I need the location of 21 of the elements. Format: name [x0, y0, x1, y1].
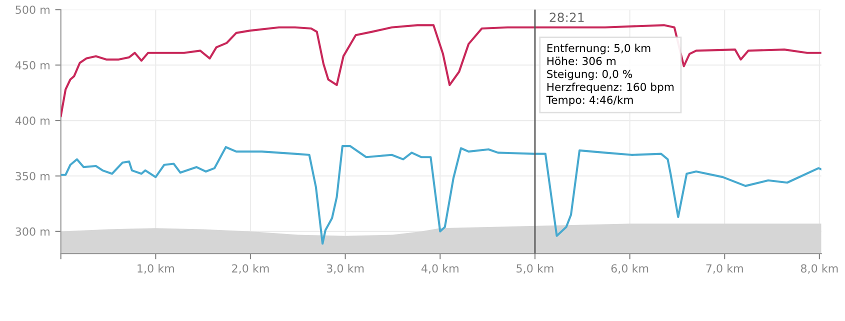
annotation: Steigung: 0,0 % — [547, 70, 632, 80]
x-tick-label: 7,0 km — [706, 264, 743, 274]
annotation: Herzfrequenz: 160 bpm — [547, 82, 674, 94]
x-tick-label: 1,0 km — [138, 264, 174, 274]
y-tick-label: 400 m — [15, 116, 50, 125]
x-tick-label: 2,0 km — [232, 264, 269, 274]
annotation: Tempo: 4:46/km — [546, 96, 633, 106]
y-tick-label: 500 m — [16, 6, 50, 14]
x-tick-label: 4,0 km — [421, 264, 458, 274]
annotation: Höhe: 306 m — [547, 56, 616, 66]
annotation: 28:21 — [550, 12, 584, 22]
x-tick-label: 6,0 km — [611, 264, 648, 274]
y-tick-label: 350 m — [16, 172, 50, 180]
x-tick-label: 5,0 km — [516, 264, 554, 274]
annotation: Entfernung: 5,0 km — [547, 44, 650, 54]
y-tick-label: 450 m — [15, 61, 50, 70]
line-series — [60, 144, 822, 245]
x-tick-label: 3,0 km — [326, 264, 364, 274]
line-series — [60, 24, 822, 118]
y-tick-label: 300 m — [16, 227, 50, 236]
x-tick-label: 8,0 km — [800, 264, 838, 274]
